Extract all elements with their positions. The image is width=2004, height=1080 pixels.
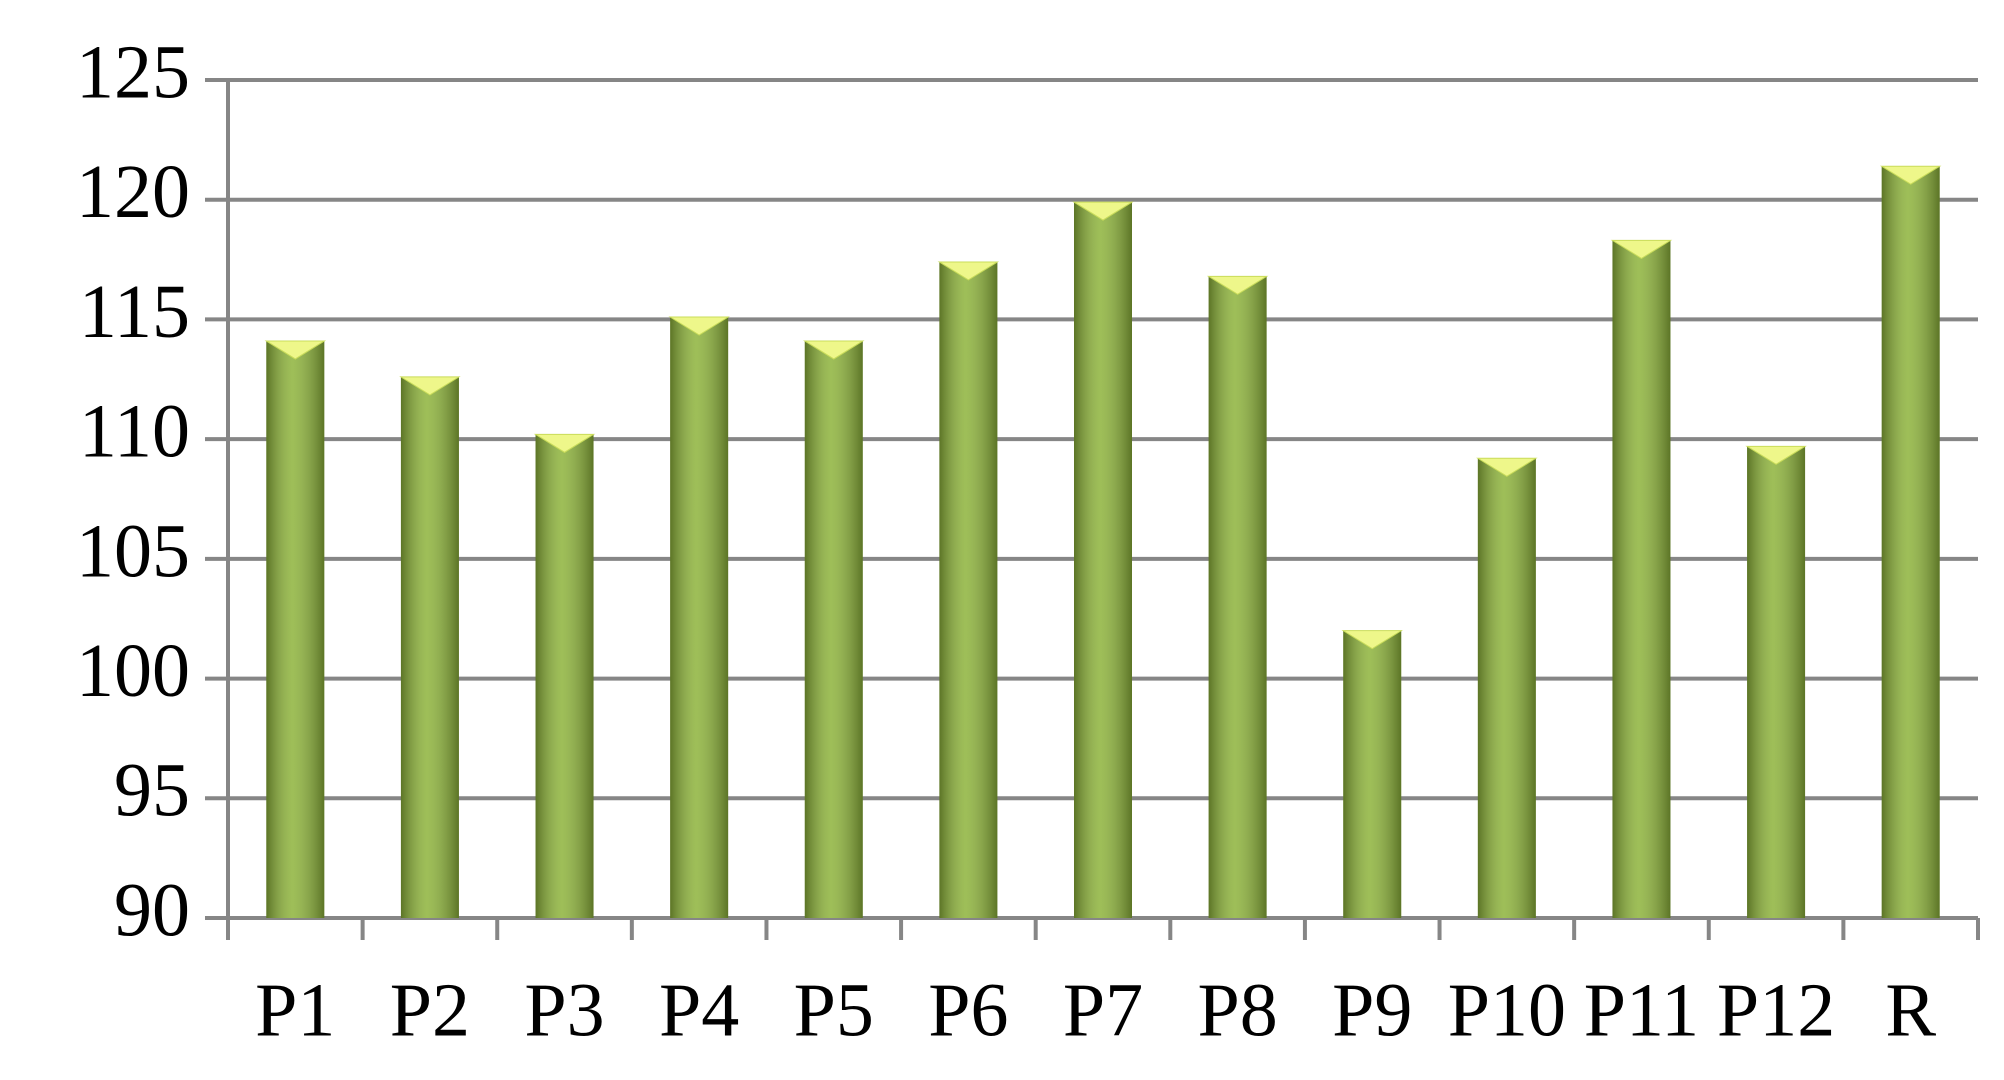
x-tick-label: P11 — [1584, 968, 1699, 1052]
bar-shade — [1747, 446, 1806, 918]
x-tick-label: P3 — [524, 968, 604, 1052]
x-tick-label: P4 — [659, 968, 739, 1052]
x-tick-label: P9 — [1332, 968, 1412, 1052]
bar-cap — [1341, 630, 1403, 650]
bar-shade — [670, 317, 729, 918]
bar-shade — [804, 340, 863, 918]
bar-cap — [1879, 165, 1942, 185]
bar-cap — [1745, 445, 1807, 465]
bar-shade — [400, 376, 459, 918]
bar-shade — [1881, 166, 1940, 919]
y-tick-label: 110 — [79, 390, 190, 474]
x-tick-label: P7 — [1063, 968, 1143, 1052]
y-tick-label: 125 — [76, 30, 190, 114]
x-tick-label: P8 — [1197, 968, 1277, 1052]
x-tick-label: P6 — [928, 968, 1008, 1052]
bar-shade — [535, 434, 594, 918]
bar-cap — [937, 261, 1000, 281]
x-tick-label: R — [1885, 968, 1936, 1052]
bar-cap — [533, 433, 596, 453]
bar-cap — [803, 340, 865, 360]
y-tick-label: 115 — [79, 270, 190, 354]
bar-shade — [266, 340, 325, 918]
y-tick-label: 100 — [76, 629, 190, 713]
x-tick-label: P2 — [390, 968, 470, 1052]
bar-cap — [668, 316, 730, 336]
y-tick-label: 120 — [76, 150, 190, 234]
bar-cap — [1476, 457, 1538, 477]
bar-shade — [939, 261, 998, 919]
bar-cap — [264, 340, 327, 360]
bar-shade — [1074, 202, 1132, 918]
bar-shade — [1612, 240, 1671, 919]
x-tick-label: P10 — [1448, 968, 1566, 1052]
bar-cap — [1072, 201, 1134, 221]
bar-cap — [399, 376, 461, 396]
x-tick-label: P1 — [255, 968, 335, 1052]
y-tick-label: 95 — [114, 749, 190, 833]
y-tick-label: 90 — [114, 868, 190, 952]
x-tick-label: P12 — [1717, 968, 1835, 1052]
x-tick-label: P5 — [794, 968, 874, 1052]
bar-shade — [1208, 276, 1267, 918]
bar-shade — [1343, 630, 1402, 918]
bar-cap — [1610, 239, 1673, 260]
bar-cap — [1206, 275, 1269, 295]
y-tick-label: 105 — [76, 509, 190, 593]
bar-shade — [1477, 458, 1536, 918]
